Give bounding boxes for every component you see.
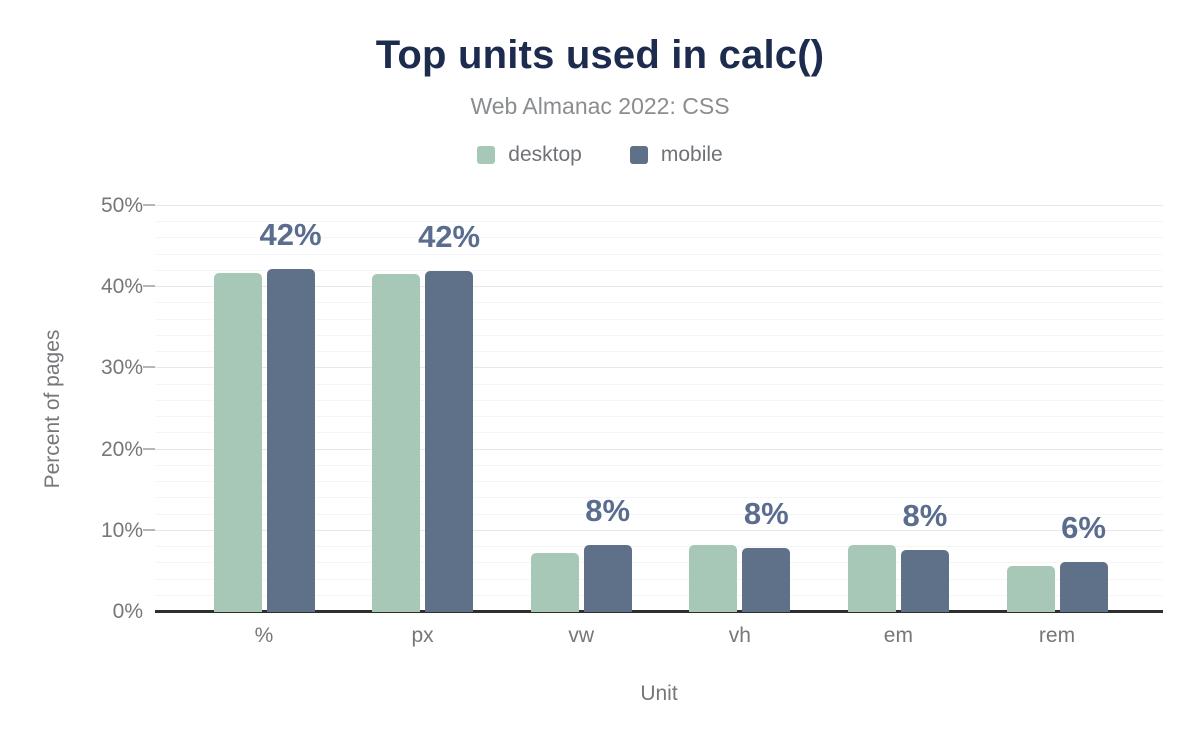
gridline-minor-38 <box>155 302 1163 304</box>
gridline-minor-34 <box>155 334 1163 336</box>
gridline-minor-14 <box>155 497 1163 499</box>
y-axis-title: Percent of pages <box>41 329 64 489</box>
y-tick-label-50%: 50% <box>100 194 143 217</box>
bar-mobile-px[interactable] <box>425 270 474 612</box>
gridline-minor-42 <box>155 269 1163 271</box>
gridline-major-30 <box>155 367 1163 369</box>
chart-subtitle: Web Almanac 2022: CSS <box>470 93 730 119</box>
bar-desktop-%[interactable] <box>213 272 262 612</box>
legend-label-desktop: desktop <box>508 143 582 166</box>
legend-swatch-desktop <box>477 146 496 164</box>
gridline-minor-18 <box>155 464 1163 466</box>
gridline-minor-32 <box>155 351 1163 353</box>
bar-value-label-em: 8% <box>902 498 948 534</box>
y-tick-mark-40 <box>143 285 155 288</box>
y-tick-mark-20 <box>143 447 155 450</box>
gridline-minor-24 <box>155 416 1163 418</box>
x-tick-label-rem: rem <box>1038 624 1076 647</box>
x-tick-label-%: % <box>254 624 274 647</box>
bar-value-label-vw: 8% <box>585 492 631 528</box>
x-axis-line <box>155 610 1163 613</box>
bar-value-label-vh: 8% <box>743 495 789 531</box>
gridline-major-20 <box>155 448 1163 450</box>
plot-area: 0% 10% 20% 30% 40% 50% 42%% 42% px 8% vw 8% vh 8% em 6%… <box>101 195 1163 647</box>
bar-desktop-px[interactable] <box>372 274 421 612</box>
gridline-minor-44 <box>155 253 1163 255</box>
legend-swatch-mobile <box>629 146 648 164</box>
y-tick-label-30%: 30% <box>100 356 143 380</box>
gridline-minor-16 <box>155 481 1163 483</box>
x-tick-label-em: em <box>883 624 913 647</box>
legend-item-desktop[interactable]: desktop <box>477 143 582 167</box>
gridline-minor-12 <box>155 513 1163 515</box>
y-tick-label-0%: 0% <box>112 600 143 623</box>
x-tick-label-vw: vw <box>568 624 595 647</box>
legend-label-mobile: mobile <box>660 143 723 166</box>
gridline-minor-28 <box>155 383 1163 385</box>
bar-desktop-rem[interactable] <box>1006 565 1055 612</box>
gridline-minor-36 <box>155 318 1163 320</box>
y-tick-mark-30 <box>143 366 155 369</box>
gridline-major-40 <box>155 286 1163 288</box>
gridline-minor-48 <box>155 221 1163 223</box>
gridline-major-10 <box>155 529 1163 531</box>
y-tick-label-20%: 20% <box>100 437 143 461</box>
bar-desktop-vh[interactable] <box>689 545 738 612</box>
bar-mobile-vh[interactable] <box>742 547 791 612</box>
legend: desktop mobile <box>0 143 1200 167</box>
x-tick-label-vh: vh <box>728 624 751 647</box>
bar-mobile-em[interactable] <box>900 550 949 612</box>
bar-desktop-vw[interactable] <box>530 552 579 612</box>
bar-value-label-%: 42% <box>259 217 322 253</box>
gridline-minor-4 <box>155 578 1163 580</box>
y-tick-mark-10 <box>143 528 155 531</box>
gridline-major-50 <box>155 205 1163 206</box>
gridline-minor-26 <box>155 399 1163 401</box>
gridline-minor-2 <box>155 594 1163 596</box>
gridline-minor-6 <box>155 562 1163 564</box>
legend-item-mobile[interactable]: mobile <box>629 143 723 167</box>
bar-mobile-rem[interactable] <box>1059 562 1108 612</box>
bar-mobile-vw[interactable] <box>583 544 632 612</box>
gridline-minor-46 <box>155 237 1163 239</box>
x-tick-label-px: px <box>411 624 434 647</box>
y-tick-label-10%: 10% <box>100 518 143 542</box>
bar-value-label-rem: 6% <box>1061 510 1106 546</box>
y-tick-label-40%: 40% <box>100 275 143 299</box>
chart-title: Top units used in calc() <box>375 33 825 77</box>
bar-mobile-%[interactable] <box>266 269 315 612</box>
x-axis-title: Unit <box>640 682 678 705</box>
y-tick-mark-50 <box>143 204 155 206</box>
bar-desktop-em[interactable] <box>847 545 896 612</box>
gridline-minor-22 <box>155 432 1163 434</box>
bar-value-label-px: 42% <box>418 218 481 254</box>
gridline-minor-8 <box>155 546 1163 548</box>
